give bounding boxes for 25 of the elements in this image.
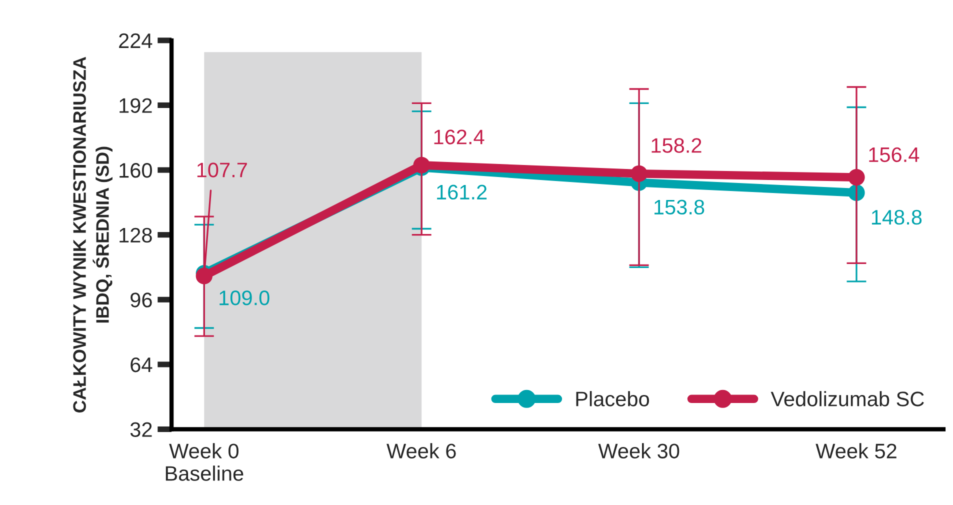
y-tick-label: 160 bbox=[120, 163, 152, 178]
data-label: 158.2 bbox=[652, 138, 702, 153]
data-label: 153.8 bbox=[654, 200, 704, 215]
y-axis-title: CAŁKOWITY WYNIK KWESTIONARIUSZA IBDQ, ŚREDNIA (SD) bbox=[73, 56, 112, 412]
data-label: 161.2 bbox=[437, 184, 487, 200]
point bbox=[848, 168, 865, 186]
x-tick-label: Week 30 bbox=[598, 443, 680, 458]
data-label: 148.8 bbox=[872, 210, 922, 225]
legend-label: Placebo bbox=[576, 391, 649, 406]
data-label: 109.0 bbox=[220, 290, 270, 306]
data-label: 156.4 bbox=[869, 147, 920, 162]
x-tick-label: Week 6 bbox=[386, 443, 456, 458]
y-tick-label: 224 bbox=[119, 33, 152, 48]
legend-label: Vedolizumab SC bbox=[770, 391, 924, 406]
x-tick-label: Week 0 Baseline bbox=[166, 443, 244, 481]
point bbox=[196, 268, 212, 284]
y-tick-label: 128 bbox=[120, 228, 152, 243]
data-label: 162.4 bbox=[434, 130, 484, 144]
y-tick-label: 32 bbox=[130, 422, 152, 438]
y-tick-label: 96 bbox=[130, 292, 152, 308]
y-tick-label: 64 bbox=[130, 357, 152, 372]
data-label: 107.7 bbox=[197, 162, 247, 178]
point bbox=[630, 165, 648, 182]
y-tick-label: 192 bbox=[120, 98, 152, 113]
x-tick-label: Week 52 bbox=[816, 443, 896, 458]
